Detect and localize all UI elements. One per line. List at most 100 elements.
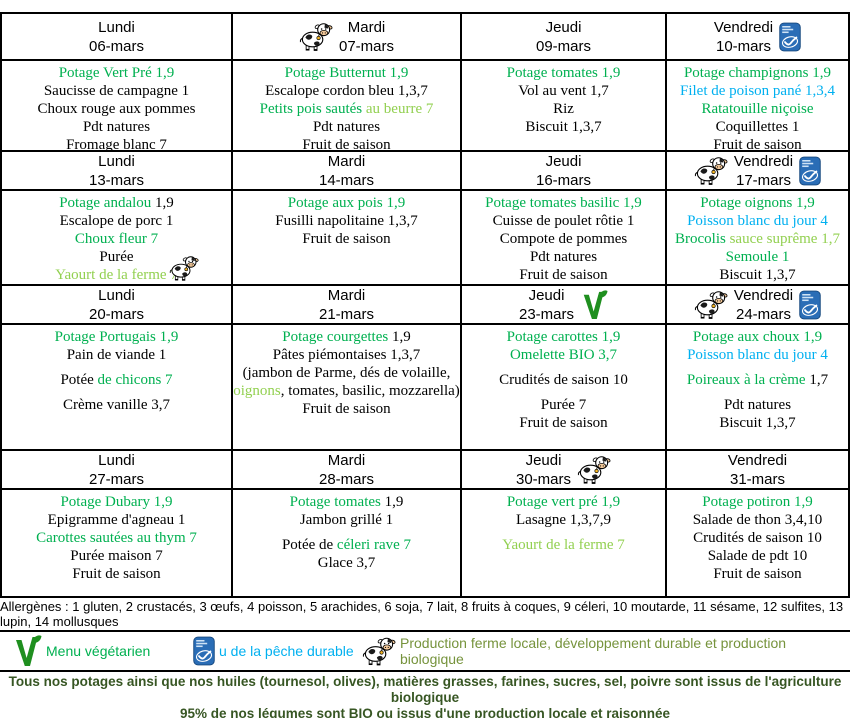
menu-item-text: Saucisse de campagne 1: [43, 83, 190, 99]
menu-item-text: Potage aux choux 1,9: [692, 329, 823, 345]
day-label: Lundi 20-mars: [89, 286, 144, 323]
day-date: 23-mars: [518, 305, 574, 323]
week-4-menu-row: Potage Dubary 1,9 Epigramme d'agneau 1 Car…: [2, 490, 848, 596]
menu-line: Potage aux pois 1,9: [233, 194, 460, 212]
week-1-header-row: Lundi 06-mars Mardi 07-mars Jeudi 09-mar…: [2, 14, 848, 61]
cow-icon: [299, 21, 333, 52]
menu-item-text: Potage Portugais 1,9: [54, 329, 179, 345]
day-name: Jeudi: [528, 286, 565, 304]
menu-item-text: Semoule 1: [725, 249, 790, 265]
menu-cell: Potage tomates basilic 1,9 Cuisse de poul…: [462, 191, 667, 284]
menu-item-text: Salade de pdt 10: [707, 548, 808, 564]
day-header-cell: Vendredi 31-mars: [667, 451, 848, 488]
menu-item-text: Compote de pommes: [499, 231, 628, 247]
day-label: Jeudi 09-mars: [536, 18, 591, 56]
menu-line: Vol au vent 1,7: [462, 82, 665, 100]
menu-item-text: Omelette BIO 3,7: [509, 347, 618, 363]
day-name: Vendredi: [733, 286, 794, 304]
day-name: Jeudi: [525, 451, 562, 469]
menu-item-text: Yaourt de la ferme 7: [502, 537, 625, 553]
day-name: Lundi: [98, 451, 135, 469]
day-header-cell: Lundi 13-mars: [2, 152, 233, 189]
msc-fish-icon: [193, 636, 215, 666]
day-date: 31-mars: [729, 470, 785, 488]
cow-icon: [577, 454, 611, 485]
menu-line: Potage Dubary 1,9: [2, 493, 231, 511]
menu-item-text: 1,9: [384, 494, 404, 510]
week-3-header-row: Lundi 20-mars Mardi 21-mars Jeudi 23-mar…: [2, 286, 848, 325]
day-name: Lundi: [98, 286, 135, 304]
menu-line: Fruit de saison: [233, 230, 460, 248]
menu-item-text: Purée: [99, 249, 134, 265]
menu-line: Cuisse de poulet rôtie 1: [462, 212, 665, 230]
vegetarian-icon: [580, 288, 608, 322]
day-name: Mardi: [347, 18, 386, 36]
menu-item-text: Potage oignons 1,9: [700, 195, 815, 211]
menu-line: Biscuit 1,3,7: [667, 414, 848, 432]
menu-item-text: Potage Dubary 1,9: [60, 494, 173, 510]
day-date: 07-mars: [338, 37, 394, 55]
day-date: 09-mars: [535, 37, 591, 55]
menu-item-text: Potage tomates basilic 1,9: [485, 195, 642, 211]
day-name: Vendredi: [733, 152, 794, 170]
menu-line: Poireaux à la crème 1,7: [667, 371, 848, 389]
day-name: Vendredi: [727, 451, 788, 469]
menu-item-text: Epigramme d'agneau 1: [47, 512, 186, 528]
menu-line: Choux fleur 7: [2, 230, 231, 248]
menu-item-text: Poireaux à la crème: [686, 372, 810, 388]
menu-line: Pâtes piémontaises 1,3,7: [233, 346, 460, 364]
menu-item-text: Choux fleur 7: [74, 231, 159, 247]
menu-item-text: Fruit de saison: [302, 137, 391, 150]
bio-line-1: Tous nos potages ainsi que nos huiles (t…: [8, 674, 842, 705]
menu-line: Escalope cordon bleu 1,3,7: [233, 82, 460, 100]
menu-line: Potage vert pré 1,9: [462, 493, 665, 511]
menu-cell: Potage courgettes 1,9 Pâtes piémontaises …: [233, 325, 462, 449]
menu-line: Epigramme d'agneau 1: [2, 511, 231, 529]
menu-line: Potage potiron 1,9: [667, 493, 848, 511]
menu-item-text: Crudités de saison 10: [693, 530, 822, 546]
menu-item-text: 1,9: [155, 195, 174, 211]
menu-cell: Potage tomates 1,9 Jambon grillé 1 Potée d…: [233, 490, 462, 596]
menu-item-text: Potage potiron 1,9: [702, 494, 813, 510]
menu-item-text: Fruit de saison: [72, 566, 161, 582]
menu-line: Ratatouille niçoise: [667, 100, 848, 118]
menu-item-text: Biscuit 1,3,7: [719, 415, 796, 431]
menu-item-text: Escalope de porc 1: [59, 213, 174, 229]
menu-line: Brocolis sauce suprême 1,7: [667, 230, 848, 248]
menu-cell: Potage aux pois 1,9 Fusilli napolitaine 1…: [233, 191, 462, 284]
menu-line: Poisson blanc du jour 4: [667, 346, 848, 364]
day-name: Lundi: [98, 18, 135, 36]
menu-item-text: Escalope cordon bleu 1,3,7: [265, 83, 428, 99]
day-header-cell: Mardi 21-mars: [233, 286, 462, 323]
menu-line: Carottes sautées au thym 7: [2, 529, 231, 547]
day-label: Vendredi 24-mars: [734, 286, 793, 323]
menu-item-text: Brocolis: [675, 231, 730, 247]
menu-line: oignons, tomates, basilic, mozzarella): [233, 382, 460, 400]
menu-line: Purée maison 7: [2, 547, 231, 565]
menu-item-text: Potage Butternut 1,9: [284, 65, 409, 81]
day-header-cell: Vendredi 24-mars: [667, 286, 848, 323]
menu-line: Potage Portugais 1,9: [2, 328, 231, 346]
menu-line: Biscuit 1,3,7: [462, 118, 665, 136]
week-3-menu-row: Potage Portugais 1,9 Pain de viande 1 Poté…: [2, 325, 848, 451]
menu-cell: Potage carottes 1,9 Omelette BIO 3,7 Crudi…: [462, 325, 667, 449]
day-header-cell: Lundi 20-mars: [2, 286, 233, 323]
menu-line: Choux rouge aux pommes: [2, 100, 231, 118]
menu-line: (jambon de Parme, dés de volaille,: [233, 364, 460, 382]
menu-line: Yaourt de la ferme 7: [462, 536, 665, 554]
menu-line: Filet de poison pané 1,3,4: [667, 82, 848, 100]
menu-line: Potage courgettes 1,9: [233, 328, 460, 346]
menu-item-text: Filet de poison pané 1,3,4: [680, 83, 835, 99]
vegetarian-icon: [12, 633, 42, 669]
menu-item-text: Potage carottes 1,9: [506, 329, 621, 345]
menu-line: Crudités de saison 10: [462, 371, 665, 389]
menu-item-text: Potée: [60, 372, 98, 388]
menu-item-text: Potage champignons 1,9: [683, 65, 832, 81]
cow-icon: [694, 289, 728, 320]
menu-item-text: Fruit de saison: [302, 401, 391, 417]
day-name: Lundi: [98, 152, 135, 170]
week-2-header-row: Lundi 13-mars Mardi 14-mars Jeudi 16-mar…: [2, 152, 848, 191]
day-label: Jeudi 30-mars: [516, 451, 571, 488]
menu-line: Potage Vert Pré 1,9: [2, 64, 231, 82]
